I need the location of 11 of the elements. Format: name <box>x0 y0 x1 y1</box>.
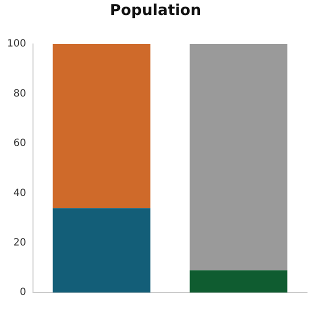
chart-title: Population <box>110 0 202 19</box>
y-tick-label: 60 <box>13 138 26 150</box>
bar <box>190 270 288 293</box>
y-tick-label: 40 <box>13 188 26 199</box>
y-tick-label: 100 <box>6 38 26 50</box>
bar <box>52 44 150 208</box>
bar <box>52 208 150 293</box>
y-tick-label: 80 <box>13 88 26 100</box>
y-tick-label: 0 <box>20 287 26 298</box>
bar <box>190 44 288 270</box>
y-tick-label: 20 <box>13 237 26 248</box>
